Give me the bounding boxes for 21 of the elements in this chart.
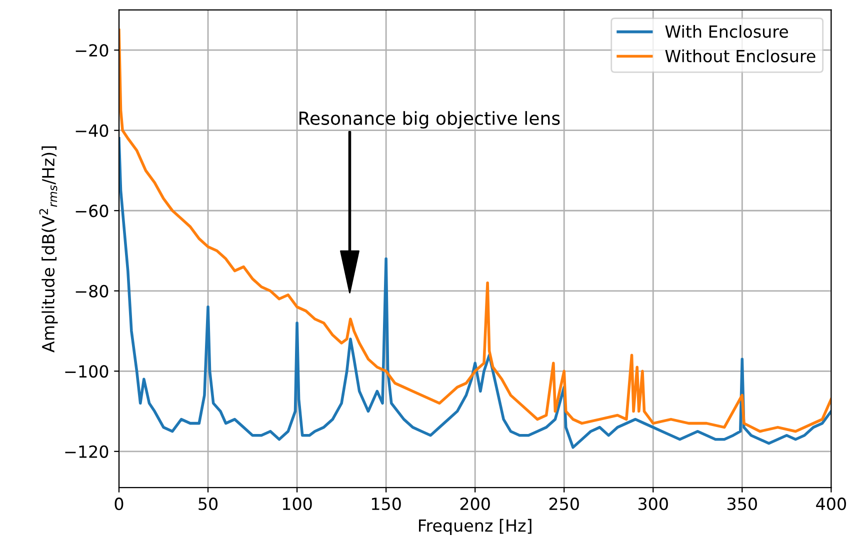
y-tick-label: −100 xyxy=(65,365,108,378)
y-tick-label: −40 xyxy=(76,124,108,137)
x-tick-label: 350 xyxy=(728,498,757,510)
x-tick-label: 250 xyxy=(549,498,579,510)
x-tick-label: 100 xyxy=(282,498,312,510)
x-tick-label: 200 xyxy=(460,498,490,510)
line-series xyxy=(118,137,832,449)
x-axis-title: Frequenz [Hz] xyxy=(419,518,532,536)
x-tick-label: 150 xyxy=(372,498,401,510)
x-tick-label: 50 xyxy=(198,498,218,510)
legend-label: With Enclosure xyxy=(665,24,788,38)
y-tick-label: −60 xyxy=(76,204,108,218)
annotation: Resonance big objective lens xyxy=(300,111,560,129)
legend-label: Without Enclosure xyxy=(665,49,816,62)
x-tick-label: 0 xyxy=(114,498,124,510)
y-axis-title: Amplitude [dB(V$^{2}$$_{rms}$/Hz)] xyxy=(39,146,58,352)
y-tick-label: −20 xyxy=(76,44,108,57)
y-tick-label: −80 xyxy=(76,284,108,298)
x-tick-label: 400 xyxy=(816,498,846,510)
x-tick-label: 300 xyxy=(638,498,668,510)
y-tick-label: −120 xyxy=(65,445,108,458)
